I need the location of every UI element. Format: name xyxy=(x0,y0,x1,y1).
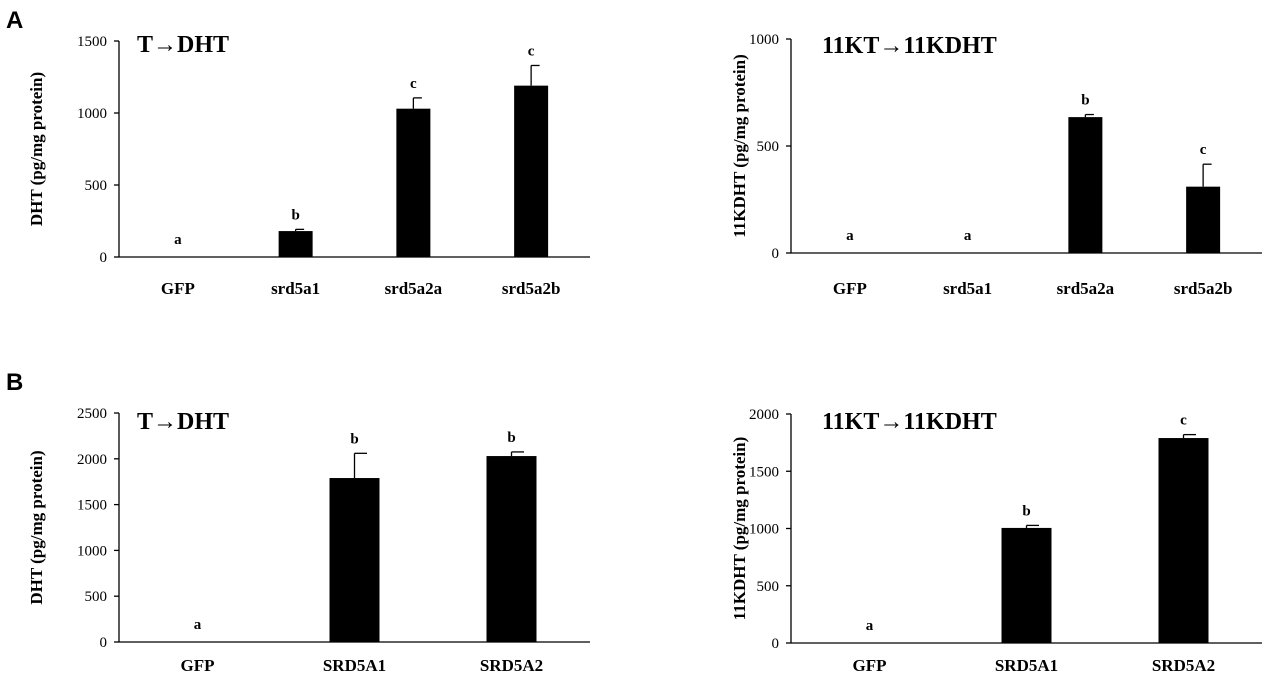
panel-letter-b: B xyxy=(6,369,23,396)
category-label: GFP xyxy=(833,279,867,298)
y-axis-label: DHT (pg/mg protein) xyxy=(27,450,46,604)
category-label: GFP xyxy=(181,656,215,675)
significance-label: c xyxy=(528,43,535,59)
significance-label: b xyxy=(507,430,515,446)
y-tick-label: 1500 xyxy=(77,498,107,514)
category-label: SRD5A1 xyxy=(995,656,1058,675)
y-tick-label: 2000 xyxy=(749,407,779,423)
bar-srd5a2b xyxy=(514,85,549,257)
significance-label: a xyxy=(194,617,202,633)
category-label: srd5a2b xyxy=(1174,279,1233,298)
chart-4: 0 500 1000 1500 2000 11KT→11KDHT 11KDHT (pg/mg… xyxy=(730,407,1262,675)
y-tick-label: 2500 xyxy=(77,406,107,422)
charts-container: 0 500 1000 1500 T→DHT DHT (pg/mg protein) a GFP… xyxy=(27,32,1262,675)
bar-srd5a2b xyxy=(1186,186,1221,253)
y-tick-label: 0 xyxy=(100,635,108,651)
y-tick-label: 1000 xyxy=(77,543,107,559)
significance-label: a xyxy=(964,228,972,244)
significance-label: b xyxy=(1022,503,1030,519)
bar-SRD5A2 xyxy=(1158,438,1209,643)
bar-srd5a2a xyxy=(1068,117,1103,253)
significance-label: a xyxy=(174,232,182,248)
significance-label: a xyxy=(846,228,854,244)
category-label: srd5a1 xyxy=(943,279,992,298)
bar-SRD5A1 xyxy=(329,478,380,642)
y-tick-label: 0 xyxy=(100,250,108,266)
significance-label: c xyxy=(410,76,417,92)
chart-1: 0 500 1000 1500 T→DHT DHT (pg/mg protein) a GFP… xyxy=(27,32,590,298)
category-label: GFP xyxy=(853,656,887,675)
bar-srd5a2a xyxy=(396,108,431,258)
y-axis-label: 11KDHT (pg/mg protein) xyxy=(730,437,749,621)
chart-3: 0 500 1000 1500 2000 2500 T→DHT DHT (pg/mg prot… xyxy=(27,406,590,675)
chart-title: 11KT→11KDHT xyxy=(822,33,997,59)
y-tick-label: 1500 xyxy=(749,464,779,480)
category-label: SRD5A2 xyxy=(1152,656,1215,675)
category-label: srd5a2b xyxy=(502,279,561,298)
y-tick-label: 1000 xyxy=(77,106,107,122)
y-axis-label: 11KDHT (pg/mg protein) xyxy=(730,54,749,238)
bar-srd5a1 xyxy=(278,231,313,257)
y-tick-label: 500 xyxy=(85,589,108,605)
significance-label: b xyxy=(350,431,358,447)
category-label: GFP xyxy=(161,279,195,298)
bar-SRD5A2 xyxy=(486,456,537,642)
y-tick-label: 500 xyxy=(757,579,780,595)
category-label: srd5a2a xyxy=(385,279,443,298)
category-label: SRD5A2 xyxy=(480,656,543,675)
chart-2: 0 500 1000 11KT→11KDHT 11KDHT (pg/mg protein… xyxy=(730,32,1262,298)
significance-label: b xyxy=(1081,93,1089,109)
y-tick-label: 2000 xyxy=(77,452,107,468)
y-tick-label: 1000 xyxy=(749,32,779,48)
significance-label: b xyxy=(291,207,299,223)
chart-title: T→DHT xyxy=(137,409,229,435)
category-label: srd5a2a xyxy=(1057,279,1115,298)
significance-label: c xyxy=(1180,413,1187,429)
panel-letter-a: A xyxy=(6,7,23,34)
significance-label: c xyxy=(1200,142,1207,158)
bar-SRD5A1 xyxy=(1001,527,1052,643)
chart-title: 11KT→11KDHT xyxy=(822,409,997,435)
y-tick-label: 0 xyxy=(772,636,780,652)
y-tick-label: 0 xyxy=(772,246,780,262)
category-label: SRD5A1 xyxy=(323,656,386,675)
chart-title: T→DHT xyxy=(137,32,229,58)
y-tick-label: 500 xyxy=(85,178,108,194)
y-tick-label: 500 xyxy=(757,139,780,155)
significance-label: a xyxy=(866,618,874,634)
y-axis-label: DHT (pg/mg protein) xyxy=(27,72,46,226)
y-tick-label: 1500 xyxy=(77,34,107,50)
category-label: srd5a1 xyxy=(271,279,320,298)
y-tick-label: 1000 xyxy=(749,522,779,538)
